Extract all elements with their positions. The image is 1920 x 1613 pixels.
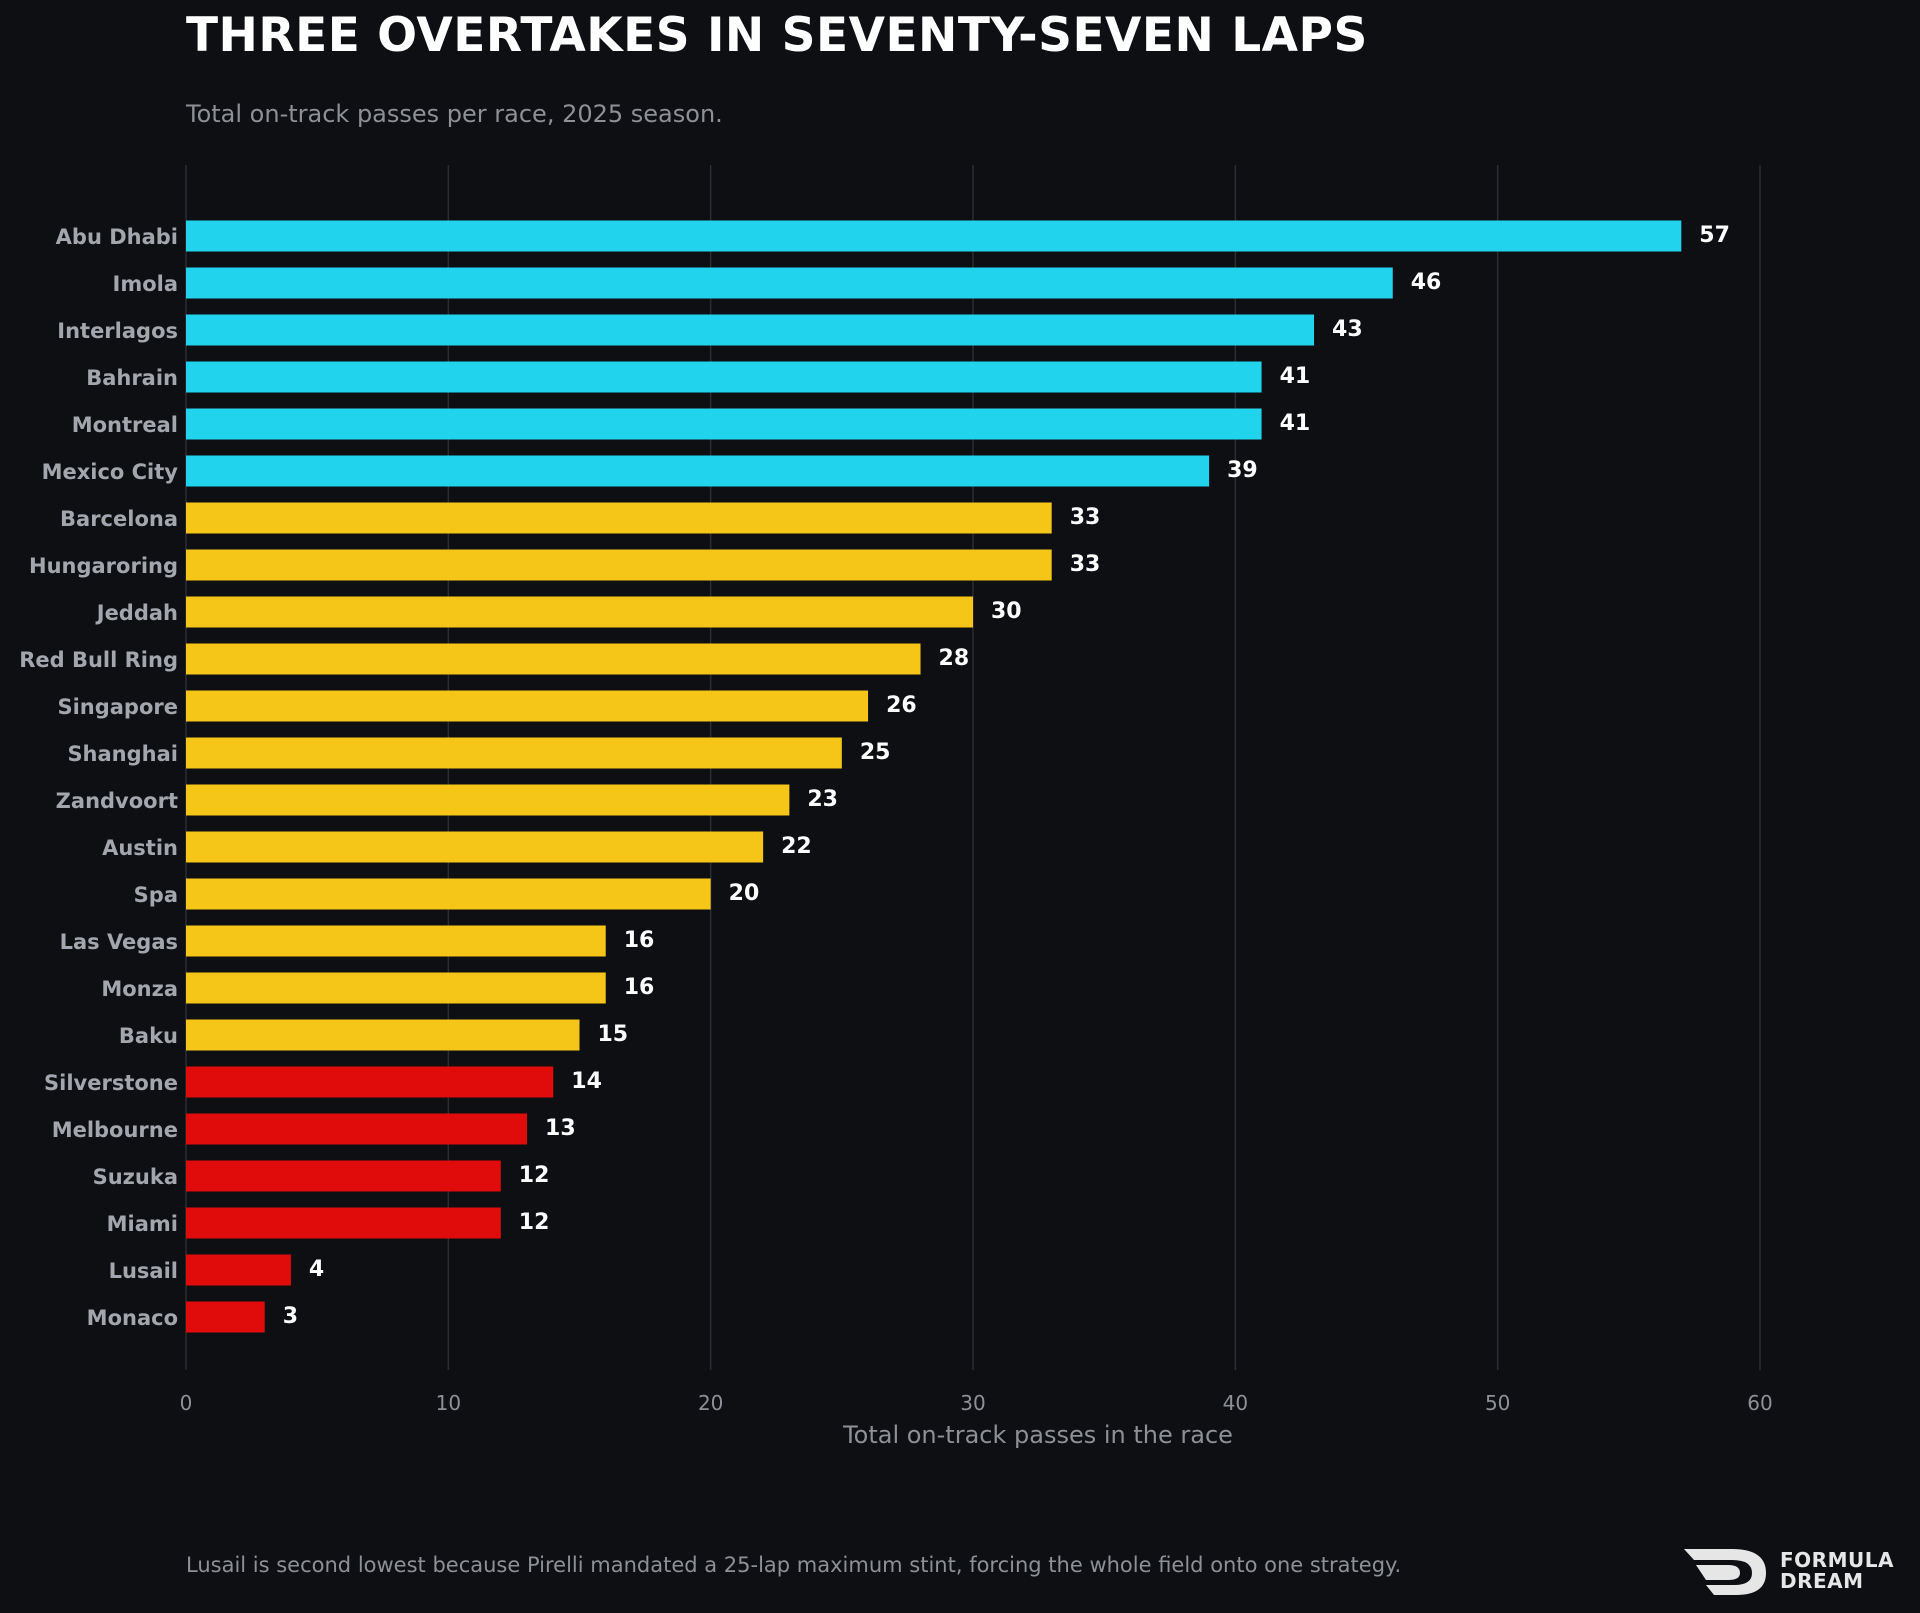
- bar: [186, 972, 606, 1004]
- category-label: Miami: [107, 1212, 178, 1236]
- bar: [186, 737, 842, 769]
- bar: [186, 549, 1052, 581]
- category-label: Las Vegas: [60, 930, 178, 954]
- value-label: 41: [1280, 364, 1311, 389]
- category-label: Suzuka: [93, 1165, 178, 1189]
- category-label: Jeddah: [95, 601, 178, 625]
- category-label: Singapore: [57, 695, 178, 719]
- category-label: Barcelona: [60, 507, 178, 531]
- category-label: Monaco: [87, 1306, 178, 1330]
- value-label: 23: [807, 787, 838, 812]
- value-label: 43: [1332, 317, 1363, 342]
- value-label: 25: [860, 740, 891, 765]
- value-label: 30: [991, 599, 1022, 624]
- value-label: 39: [1227, 458, 1258, 483]
- bar-chart: Abu Dhabi Imola Interlagos Bahrain Montreal M…: [19, 165, 1773, 1449]
- bar: [186, 690, 869, 722]
- value-label: 3: [283, 1304, 298, 1329]
- value-label: 4: [309, 1257, 324, 1282]
- value-label: 16: [624, 928, 655, 953]
- value-label: 41: [1280, 411, 1311, 436]
- bar: [186, 1301, 265, 1333]
- category-labels: Abu Dhabi Imola Interlagos Bahrain Montreal M…: [19, 225, 178, 1330]
- category-label: Melbourne: [52, 1118, 178, 1142]
- category-label: Baku: [119, 1024, 178, 1048]
- bar: [186, 1066, 554, 1098]
- bar: [186, 831, 764, 863]
- bar: [186, 314, 1315, 346]
- bar: [186, 1113, 528, 1145]
- x-tick-label: 50: [1485, 1391, 1510, 1415]
- value-label: 46: [1411, 270, 1442, 295]
- bar: [186, 267, 1393, 299]
- logo-line-2: DREAM: [1780, 1569, 1864, 1593]
- bar: [186, 784, 790, 816]
- bar: [186, 878, 711, 910]
- value-label: 22: [781, 834, 812, 859]
- category-label: Imola: [113, 272, 179, 296]
- x-axis-ticks: 0 10 20 30 40 50 60: [180, 1391, 1773, 1415]
- value-label: 16: [624, 975, 655, 1000]
- category-label: Zandvoort: [56, 789, 178, 813]
- brand-logo: FORMULA DREAM: [1680, 1545, 1910, 1601]
- category-label: Montreal: [72, 413, 178, 437]
- x-tick-label: 10: [436, 1391, 461, 1415]
- bar: [186, 925, 606, 957]
- bar: [186, 1160, 501, 1192]
- category-label: Abu Dhabi: [56, 225, 178, 249]
- bar: [186, 408, 1262, 440]
- logo-line-1: FORMULA: [1780, 1548, 1894, 1572]
- category-label: Interlagos: [57, 319, 178, 343]
- value-label: 13: [545, 1116, 576, 1141]
- bars: [186, 220, 1682, 1333]
- logo-wordmark: FORMULA DREAM: [1780, 1550, 1894, 1592]
- bar: [186, 1254, 291, 1286]
- bar: [186, 1019, 580, 1051]
- category-label: Monza: [101, 977, 178, 1001]
- footnote: Lusail is second lowest because Pirelli …: [186, 1553, 1402, 1577]
- category-label: Silverstone: [44, 1071, 178, 1095]
- value-label: 33: [1070, 505, 1101, 530]
- bar: [186, 596, 973, 628]
- category-label: Mexico City: [42, 460, 179, 484]
- chart-subtitle: Total on-track passes per race, 2025 sea…: [186, 100, 723, 128]
- value-label: 14: [571, 1069, 602, 1094]
- bar: [186, 361, 1262, 393]
- x-tick-label: 60: [1747, 1391, 1772, 1415]
- value-label: 12: [519, 1163, 550, 1188]
- bar: [186, 455, 1210, 487]
- x-tick-label: 30: [960, 1391, 985, 1415]
- category-label: Hungaroring: [29, 554, 178, 578]
- category-label: Bahrain: [86, 366, 178, 390]
- formula-dream-logo-icon: [1684, 1549, 1766, 1595]
- category-label: Red Bull Ring: [19, 648, 178, 672]
- value-labels: 57 46 43 41 41 39 33 33 30 28 26 25 23 22 20 16 16 15 14 13…: [283, 223, 1730, 1329]
- bar: [186, 1207, 501, 1239]
- value-label: 28: [939, 646, 970, 671]
- category-label: Lusail: [109, 1259, 178, 1283]
- category-label: Shanghai: [67, 742, 178, 766]
- category-label: Austin: [102, 836, 178, 860]
- bar: [186, 220, 1682, 252]
- x-tick-label: 20: [698, 1391, 723, 1415]
- chart-title: THREE OVERTAKES IN SEVENTY-SEVEN LAPS: [186, 8, 1368, 63]
- category-label: Spa: [134, 883, 178, 907]
- value-label: 12: [519, 1210, 550, 1235]
- x-axis-label: Total on-track passes in the race: [842, 1421, 1233, 1449]
- value-label: 57: [1699, 223, 1730, 248]
- x-tick-label: 0: [180, 1391, 193, 1415]
- bar: [186, 502, 1052, 534]
- value-label: 26: [886, 693, 917, 718]
- value-label: 33: [1070, 552, 1101, 577]
- x-tick-label: 40: [1223, 1391, 1248, 1415]
- bar: [186, 643, 921, 675]
- value-label: 20: [729, 881, 760, 906]
- value-label: 15: [598, 1022, 629, 1047]
